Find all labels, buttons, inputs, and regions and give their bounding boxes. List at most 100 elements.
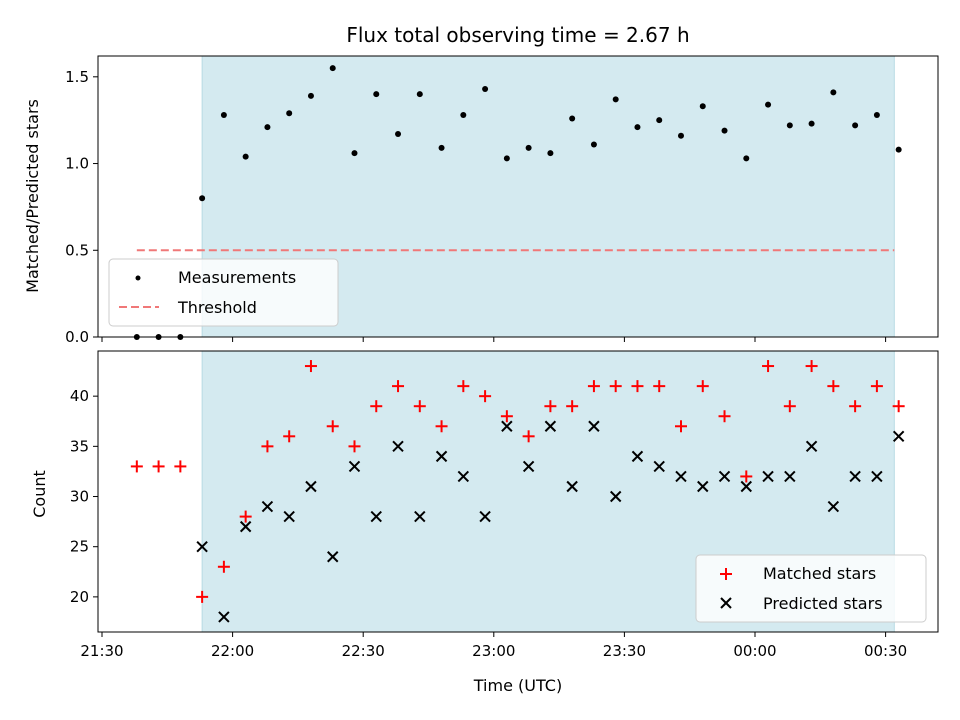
matched-star-point <box>479 390 492 403</box>
matched-star-point <box>587 380 600 393</box>
top-y-axis-label: Matched/Predicted stars <box>23 99 42 293</box>
legend-matched-label: Matched stars <box>763 564 876 583</box>
predicted-star-point <box>435 450 448 463</box>
measurement-point <box>743 155 750 162</box>
measurement-point <box>482 85 489 92</box>
matched-star-point <box>631 380 644 393</box>
marker-stroke <box>370 510 382 523</box>
measurement-point <box>612 96 619 103</box>
top-panel: Flux total observing time = 2.67 h 0.00.… <box>23 23 939 346</box>
predicted-star-point <box>849 470 861 483</box>
measurement-point <box>699 103 706 110</box>
measurement-point <box>852 122 859 129</box>
top-legend-box <box>108 258 339 327</box>
predicted-star-point <box>522 460 535 473</box>
marker-stroke <box>566 480 578 493</box>
matched-star-point <box>566 400 579 413</box>
predicted-star-point <box>196 540 208 553</box>
matched-star-point <box>261 440 274 453</box>
matched-star-point <box>196 590 209 603</box>
marker-stroke <box>609 490 622 503</box>
bottom-y-ticks: 20 25 30 35 40 <box>70 387 98 606</box>
matched-star-point <box>522 430 535 443</box>
predicted-star-point <box>261 500 274 513</box>
bottom-y-axis-label: Count <box>30 470 49 518</box>
predicted-star-point <box>588 420 600 432</box>
matched-star-point <box>718 410 731 423</box>
measurement-point <box>808 120 815 127</box>
predicted-star-point <box>740 480 753 493</box>
marker-stroke <box>784 470 796 483</box>
legend-predicted-label: Predicted stars <box>763 594 883 613</box>
predicted-star-point <box>675 470 687 483</box>
measurement-point <box>786 122 793 129</box>
matched-star-point <box>413 400 426 413</box>
x-tick-label: 22:00 <box>211 642 254 660</box>
matched-star-point <box>152 460 165 473</box>
predicted-star-point <box>370 510 382 523</box>
predicted-star-point <box>544 420 557 432</box>
top-y-ticks: 0.0 0.5 1.0 1.5 <box>65 68 98 346</box>
matched-star-point <box>304 360 317 373</box>
predicted-star-point <box>392 440 404 453</box>
matched-star-point <box>740 470 753 483</box>
marker-stroke <box>196 540 208 553</box>
matched-star-point <box>500 410 513 423</box>
top-x-ticks <box>101 337 887 342</box>
matched-star-point <box>283 430 296 443</box>
measurement-point <box>634 124 641 131</box>
matched-star-point <box>849 400 862 413</box>
x-tick-label: 00:00 <box>733 642 776 660</box>
measurement-point <box>547 150 554 157</box>
legend-measurements-label: Measurements <box>178 268 296 287</box>
matched-stars-points <box>130 360 905 603</box>
measurement-point <box>830 89 837 96</box>
matched-star-point <box>392 380 405 393</box>
predicted-star-point <box>609 490 622 503</box>
measurement-point <box>351 150 358 157</box>
top-legend: Measurements Threshold <box>108 258 339 327</box>
predicted-star-point <box>305 480 317 493</box>
marker-stroke <box>479 510 491 523</box>
matched-star-point <box>783 400 796 413</box>
matched-star-point <box>805 360 818 373</box>
predicted-star-point <box>784 470 796 483</box>
predicted-star-point <box>348 460 361 473</box>
legend-measurements-marker <box>135 275 141 281</box>
matched-star-point <box>696 380 709 393</box>
predicted-star-point <box>697 480 709 493</box>
measurement-point <box>503 155 510 162</box>
marker-stroke <box>261 500 274 513</box>
y-tick-label: 0.0 <box>65 328 89 346</box>
marker-stroke <box>218 611 230 623</box>
predicted-star-point <box>501 420 513 432</box>
marker-stroke <box>827 500 840 513</box>
marker-stroke <box>697 480 709 493</box>
x-tick-label: 23:30 <box>603 642 646 660</box>
chart-title: Flux total observing time = 2.67 h <box>346 23 689 47</box>
y-tick-label: 1.5 <box>65 68 89 86</box>
matched-star-point <box>762 360 775 373</box>
x-tick-label: 21:30 <box>80 642 123 660</box>
measurement-point <box>590 141 597 148</box>
measurement-point <box>525 144 532 151</box>
measurement-point <box>264 124 271 131</box>
predicted-stars-points <box>196 420 905 623</box>
predicted-star-point <box>653 460 665 473</box>
x-tick-label: 23:00 <box>472 642 515 660</box>
y-tick-label: 40 <box>70 387 89 405</box>
marker-stroke <box>892 430 905 443</box>
matched-star-point <box>457 380 470 393</box>
matched-star-point <box>174 460 187 473</box>
measurement-point <box>416 91 423 98</box>
marker-stroke <box>675 470 687 483</box>
predicted-star-point <box>718 470 731 483</box>
marker-stroke <box>305 480 317 493</box>
marker-stroke <box>849 470 861 483</box>
bottom-legend-box <box>695 554 927 623</box>
matched-star-point <box>370 400 383 413</box>
y-tick-label: 30 <box>70 488 89 506</box>
measurement-point <box>460 111 467 118</box>
measurement-point <box>721 127 728 134</box>
marker-stroke <box>457 470 470 483</box>
